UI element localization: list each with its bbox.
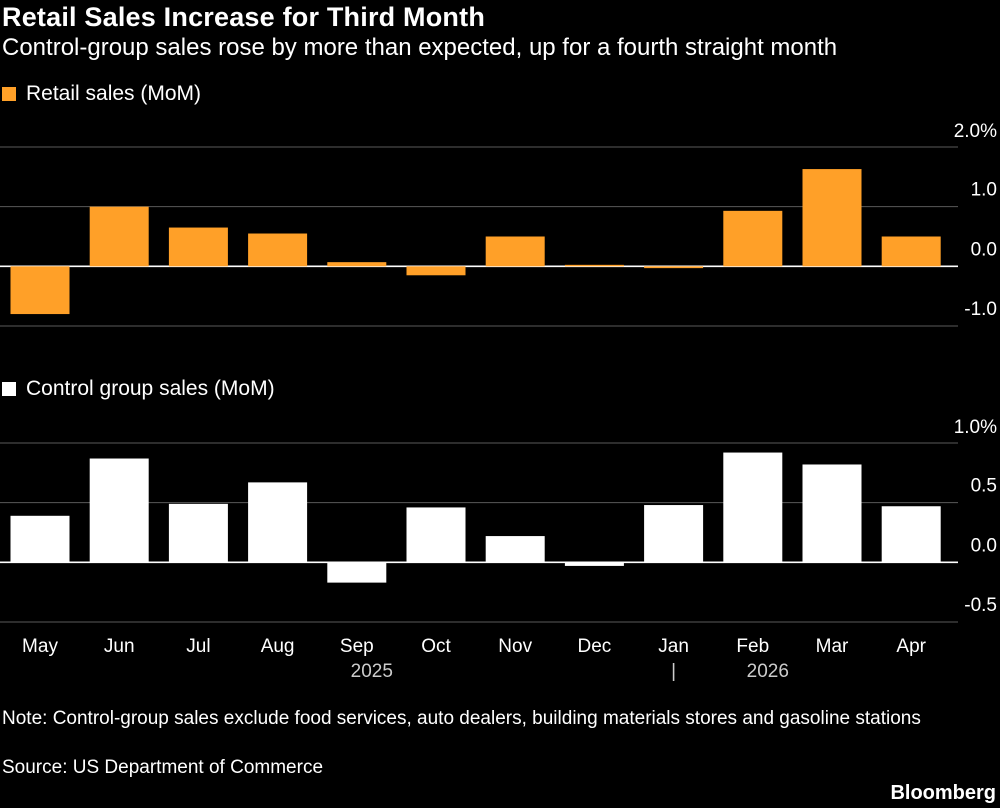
bar-control-oct	[406, 507, 466, 563]
bar-retail-jan	[644, 266, 704, 269]
x-tick-label-dec: Dec	[578, 636, 612, 657]
legend-swatch-control	[2, 382, 16, 396]
bar-control-jan	[644, 505, 704, 563]
y-tick-label-control: 0.5	[971, 476, 997, 497]
legend-retail-sales: Retail sales (MoM)	[2, 82, 201, 106]
legend-control-group-sales: Control group sales (MoM)	[2, 377, 275, 401]
bloomberg-logo: Bloomberg	[890, 782, 996, 804]
bar-control-nov	[485, 536, 545, 563]
bar-retail-feb	[723, 210, 783, 267]
bar-control-jul	[168, 503, 228, 563]
bar-retail-sep	[327, 262, 387, 267]
bar-retail-oct	[406, 266, 466, 276]
x-tick-label-jan: Jan	[658, 636, 689, 657]
bar-control-dec	[564, 562, 624, 566]
y-tick-label-retail: 0.0	[971, 239, 997, 260]
bar-retail-dec	[564, 264, 624, 267]
x-tick-label-may: May	[22, 636, 58, 657]
bar-retail-jul	[168, 227, 228, 267]
y-tick-label-control: 0.0	[971, 535, 997, 556]
x-tick-label-jun: Jun	[104, 636, 135, 657]
chart-title: Retail Sales Increase for Third Month	[2, 2, 486, 32]
bar-control-jun	[89, 458, 149, 563]
legend-swatch-retail	[2, 87, 16, 101]
bar-control-may	[10, 515, 70, 563]
x-tick-label-sep: Sep	[340, 636, 374, 657]
x-tick-label-jul: Jul	[186, 636, 210, 657]
bar-charts: 2.0% 1.0 0.0 -1.0 1.0% 0.5 0.0 -0.5 May Jun Jul Aug…	[0, 121, 997, 682]
bar-retail-aug	[248, 233, 308, 267]
year-label-2025: 2025	[351, 661, 393, 682]
chart-source: Source: US Department of Commerce	[2, 757, 324, 778]
bar-control-mar	[802, 464, 862, 563]
x-tick-label-nov: Nov	[498, 636, 532, 657]
bar-control-feb	[723, 452, 783, 563]
bar-retail-may	[10, 266, 70, 315]
y-tick-label-retail: -1.0	[964, 299, 997, 320]
year-divider: |	[671, 661, 676, 682]
y-tick-label-control: -0.5	[964, 595, 997, 616]
bar-retail-mar	[802, 169, 862, 267]
x-tick-label-oct: Oct	[421, 636, 451, 657]
chart-subtitle: Control-group sales rose by more than ex…	[2, 34, 838, 61]
x-tick-label-apr: Apr	[896, 636, 926, 657]
x-tick-label-mar: Mar	[816, 636, 849, 657]
bar-retail-nov	[485, 236, 545, 267]
bar-control-aug	[248, 482, 308, 563]
chart-note: Note: Control-group sales exclude food s…	[2, 708, 921, 729]
x-tick-label-aug: Aug	[261, 636, 295, 657]
y-tick-label-control: 1.0%	[954, 417, 997, 438]
bar-control-sep	[327, 562, 387, 583]
bar-control-apr	[881, 506, 941, 563]
year-label-2026: 2026	[747, 661, 789, 682]
legend-label-retail: Retail sales (MoM)	[26, 82, 202, 105]
x-tick-label-feb: Feb	[736, 636, 769, 657]
y-tick-label-retail: 2.0%	[954, 121, 997, 142]
bar-retail-apr	[881, 236, 941, 267]
y-tick-label-retail: 1.0	[971, 180, 997, 201]
legend-label-control: Control group sales (MoM)	[26, 377, 275, 400]
bar-retail-jun	[89, 206, 149, 267]
